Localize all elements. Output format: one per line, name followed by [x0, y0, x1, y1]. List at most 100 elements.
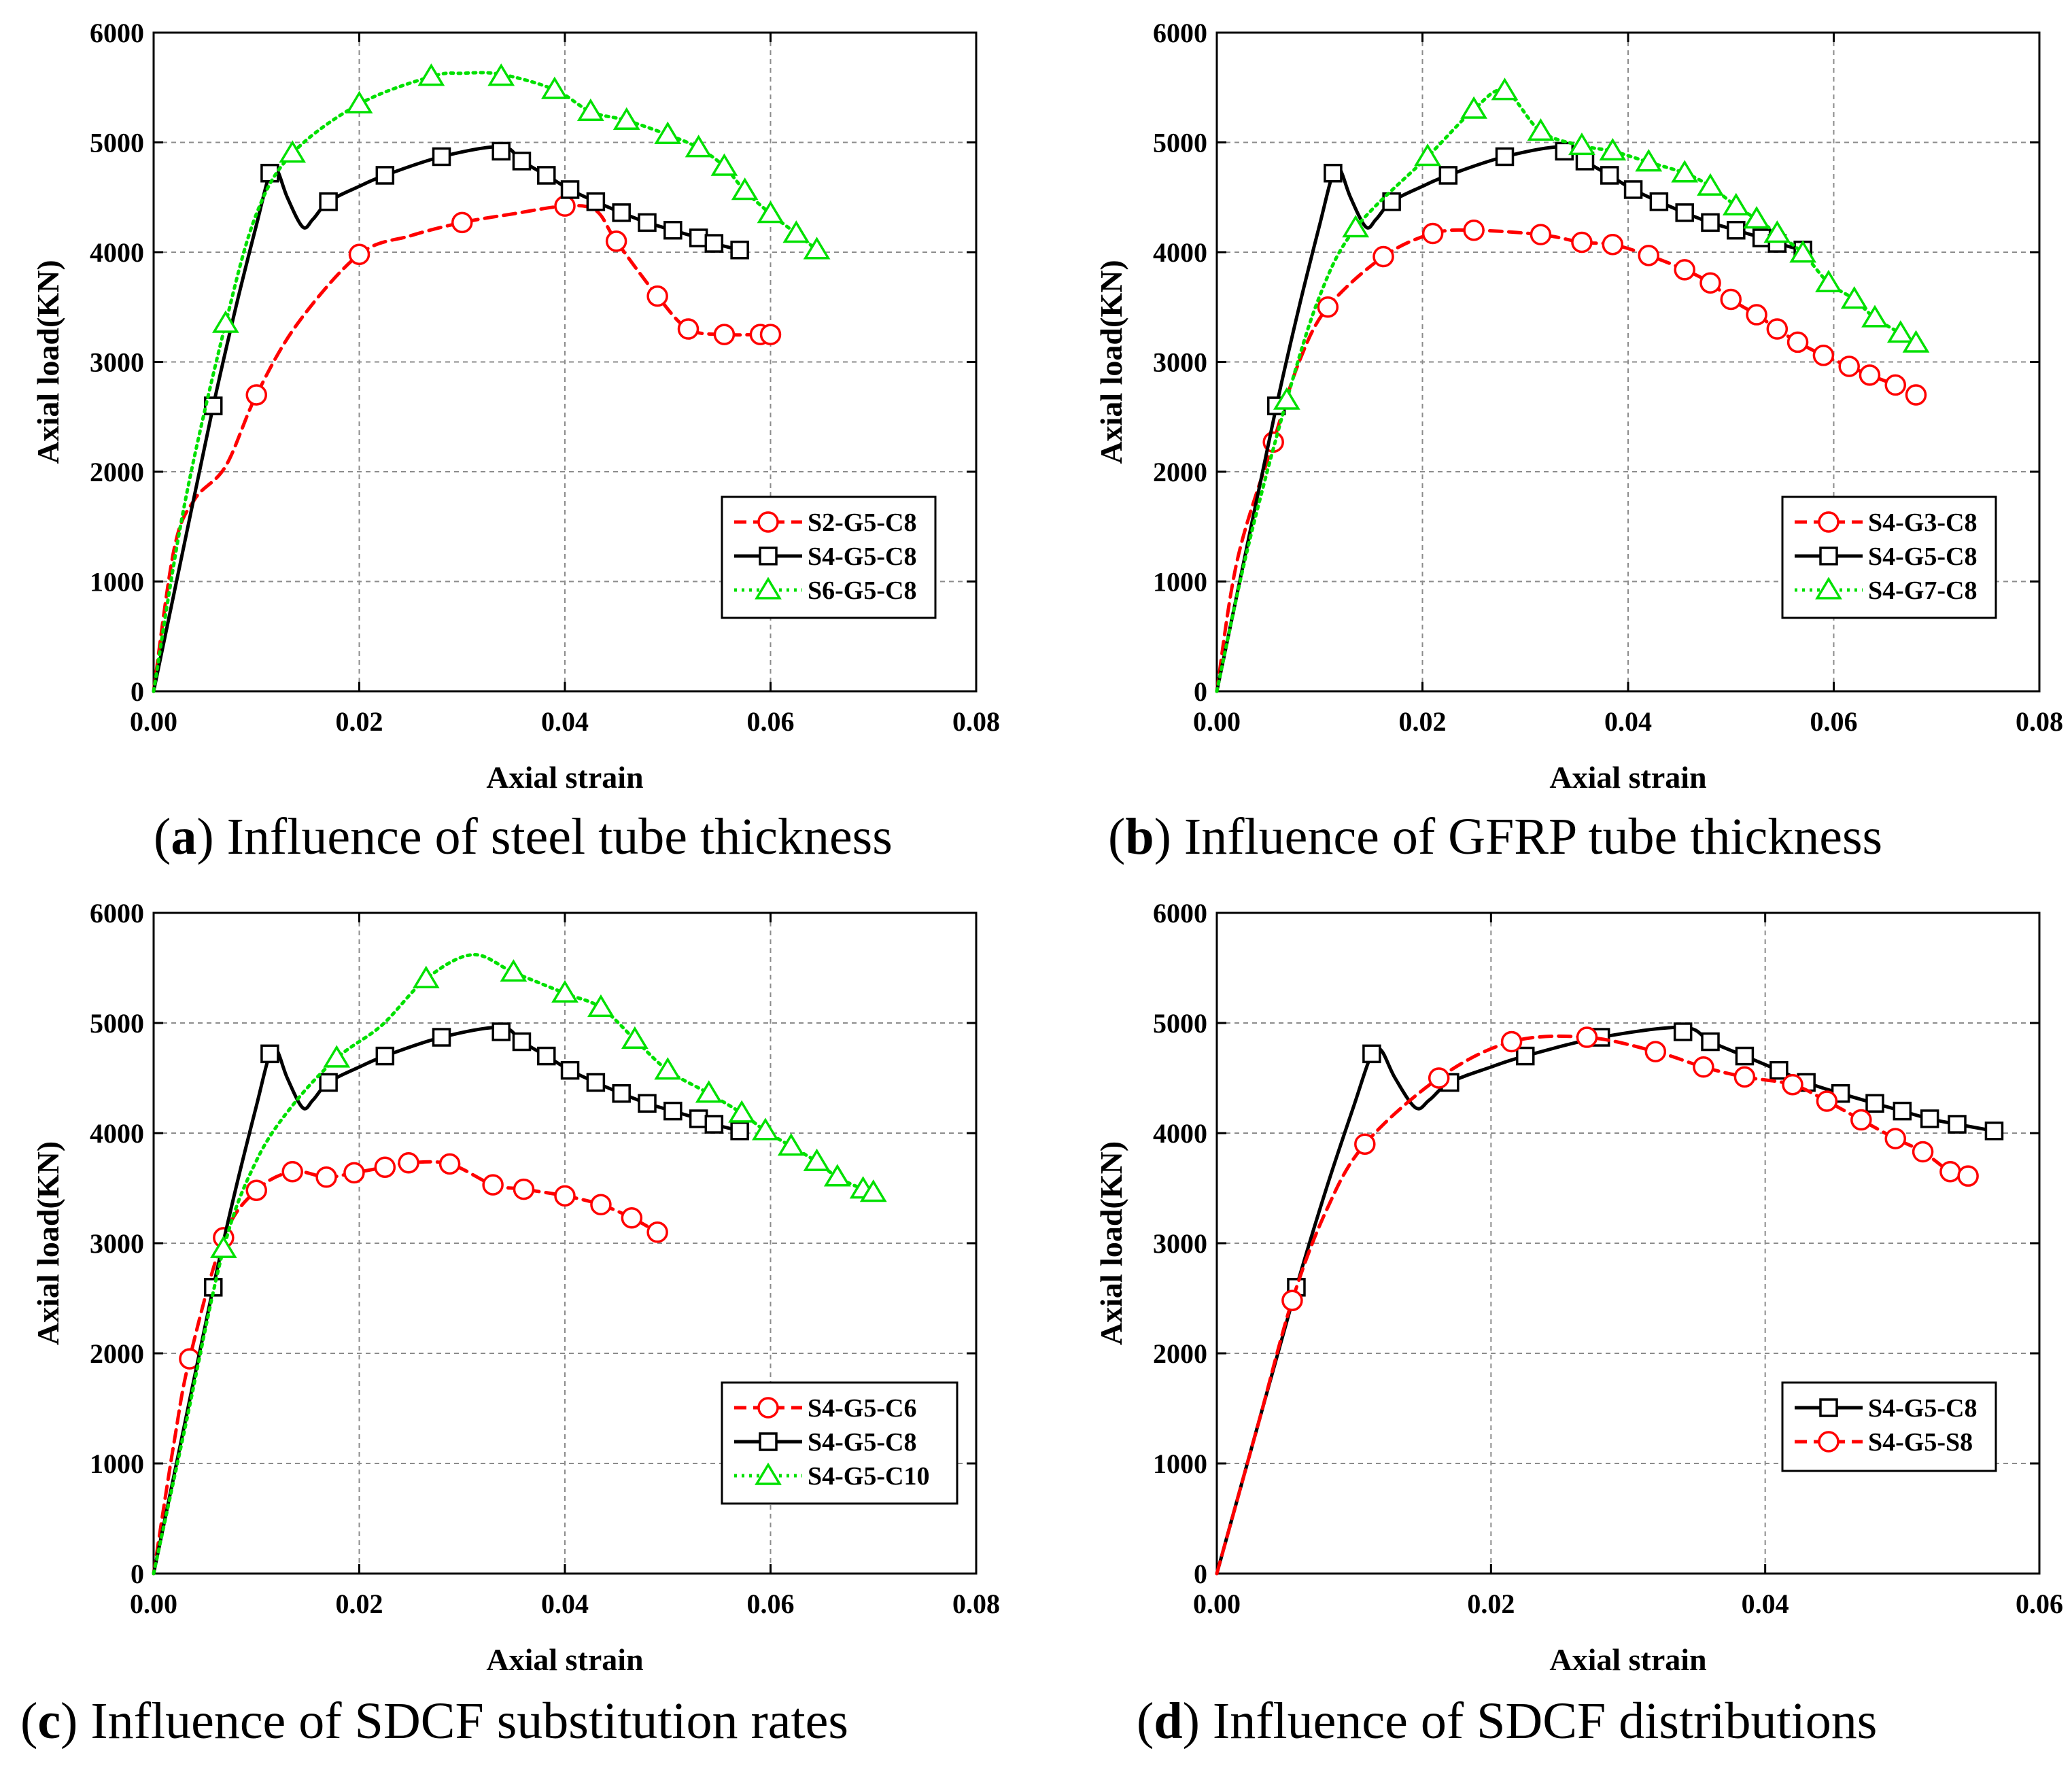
- data-point: [1838, 355, 1860, 377]
- y-tick-label: 3000: [90, 1228, 144, 1259]
- caption-text: Influence of steel tube thickness: [227, 808, 893, 865]
- data-point: [560, 1060, 580, 1080]
- data-point: [1701, 213, 1720, 232]
- legend-marker: [757, 1397, 779, 1419]
- data-point: [713, 324, 736, 345]
- x-tick-label: 0.06: [747, 706, 795, 737]
- x-tick-label: 0.08: [2016, 706, 2063, 737]
- data-point: [1421, 222, 1444, 245]
- x-tick-label: 0.02: [1467, 1589, 1515, 1619]
- y-tick-label: 4000: [1153, 1118, 1207, 1149]
- x-axis: 0.00 0.02 0.04 0.06 0.08: [1193, 33, 2063, 737]
- data-point: [612, 203, 631, 222]
- chart-panel-d: 0.00 0.02 0.04 0.06 0 1000 2000 3000 4000 5000 600…: [1094, 898, 2063, 1750]
- data-point: [1372, 245, 1394, 268]
- data-point: [730, 1122, 749, 1141]
- x-tick-label: 0.08: [952, 1589, 1000, 1619]
- x-axis: 0.00 0.02 0.04 0.06 0.08: [130, 913, 1000, 1619]
- data-point: [1693, 1056, 1714, 1078]
- legend-marker: [1818, 511, 1840, 533]
- legend-label: S2-G5-C8: [808, 508, 916, 537]
- legend-label: S4-G3-C8: [1868, 508, 1977, 537]
- y-tick-label: 2000: [90, 457, 144, 487]
- y-tick-label: 2000: [1153, 1338, 1207, 1369]
- x-tick-label: 0.02: [1399, 706, 1447, 737]
- data-point: [605, 230, 627, 252]
- legend-label: S4-G7-C8: [1868, 576, 1977, 605]
- data-point: [554, 195, 576, 217]
- x-tick-label: 0.02: [336, 1589, 383, 1619]
- data-point: [1815, 269, 1842, 292]
- caption-close-paren: ): [1183, 1693, 1213, 1750]
- data-point: [1673, 1022, 1693, 1041]
- caption-close-paren: ): [1154, 808, 1184, 865]
- data-point: [1599, 138, 1627, 161]
- data-point: [803, 1148, 831, 1171]
- data-point: [1638, 245, 1659, 266]
- caption-close-paren: ): [61, 1693, 90, 1750]
- y-tick-label: 5000: [90, 128, 144, 158]
- series-line: [152, 204, 772, 693]
- x-tick-label: 0.00: [1193, 1589, 1241, 1619]
- data-point: [319, 1073, 338, 1092]
- data-point: [513, 1178, 535, 1200]
- data-point: [211, 310, 239, 333]
- legend-marker: [759, 546, 778, 566]
- series-s4-g5-c10: [152, 953, 887, 1576]
- legend-label: S4-G5-C8: [808, 542, 916, 571]
- x-tick-label: 0.06: [2016, 1589, 2063, 1619]
- series-s4-g5-c8: [1215, 1022, 2004, 1576]
- data-point: [537, 1046, 556, 1066]
- data-point: [1354, 1133, 1376, 1155]
- data-point: [663, 220, 683, 240]
- data-point: [375, 166, 395, 185]
- data-point: [587, 994, 615, 1018]
- data-point: [1428, 1067, 1450, 1089]
- series-s4-g5-c8: [152, 141, 749, 693]
- data-point: [1516, 1046, 1535, 1066]
- data-point: [1902, 330, 1930, 353]
- x-tick-label: 0.06: [1810, 706, 1858, 737]
- data-point: [1317, 296, 1339, 318]
- series-s4-g5-c8: [1215, 141, 1812, 693]
- data-point: [1675, 203, 1694, 222]
- data-point: [704, 1115, 724, 1134]
- data-point: [1789, 240, 1817, 263]
- data-point: [1600, 166, 1619, 185]
- panel-caption: (b) Influence of GFRP tube thickness: [1108, 808, 1882, 865]
- x-axis: 0.00 0.02 0.04 0.06 0.08: [130, 33, 1000, 737]
- legend-label: S4-G5-C8: [808, 1428, 916, 1457]
- data-point: [586, 192, 606, 211]
- data-point: [412, 965, 440, 988]
- legend-marker: [1815, 576, 1842, 600]
- data-point: [1571, 231, 1593, 254]
- data-point: [1460, 96, 1488, 119]
- caption-open-paren: (: [20, 1693, 37, 1750]
- data-point: [1884, 1128, 1906, 1149]
- data-point: [279, 140, 307, 163]
- y-axis-title: Axial load(KN): [1094, 260, 1128, 464]
- data-point: [1324, 163, 1343, 183]
- data-point: [1273, 387, 1300, 410]
- data-point: [859, 1179, 887, 1202]
- legend-marker: [1819, 546, 1838, 566]
- data-point: [1984, 1122, 2004, 1141]
- legend-box: [1781, 1381, 1997, 1472]
- panel-caption: (d) Influence of SDCF distributions: [1137, 1693, 1877, 1750]
- data-point: [1735, 1046, 1755, 1066]
- caption-close-paren: ): [196, 808, 226, 865]
- y-tick-label: 0: [1194, 676, 1207, 707]
- data-point: [417, 63, 445, 86]
- data-point: [487, 63, 515, 86]
- x-tick-label: 0.08: [952, 706, 1000, 737]
- legend: S2-G5-C8 S4-G5-C8 S6-G5-C8: [721, 496, 937, 619]
- data-point: [1575, 152, 1595, 171]
- data-point: [260, 1044, 279, 1064]
- x-tick-label: 0.02: [336, 706, 383, 737]
- y-axis: 0 1000 2000 3000 4000 5000 6000: [90, 898, 976, 1589]
- legend-marker: [1819, 1398, 1838, 1417]
- data-point: [1281, 1289, 1303, 1311]
- data-point: [1746, 304, 1767, 326]
- y-tick-label: 1000: [1153, 1448, 1207, 1479]
- y-axis: 0 1000 2000 3000 4000 5000 6000: [1153, 18, 2039, 707]
